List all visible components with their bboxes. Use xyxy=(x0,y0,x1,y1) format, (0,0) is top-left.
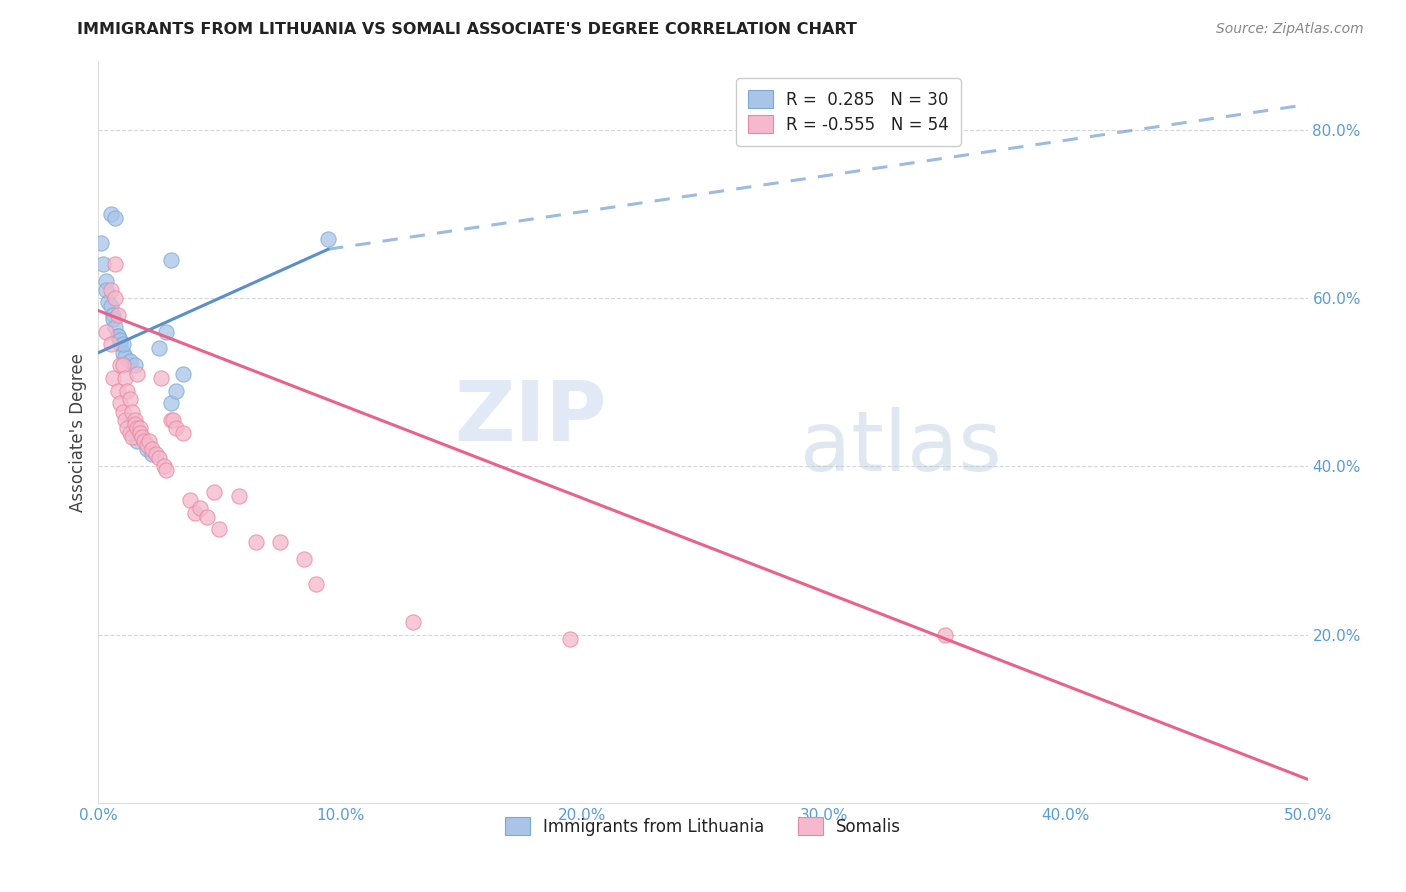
Point xyxy=(152,459,174,474)
Point xyxy=(162,413,184,427)
Point xyxy=(108,333,131,347)
Point xyxy=(97,295,120,310)
Point xyxy=(117,421,139,435)
Legend: Immigrants from Lithuania, Somalis: Immigrants from Lithuania, Somalis xyxy=(498,811,908,843)
Point xyxy=(292,551,315,566)
Point xyxy=(101,308,124,322)
Point xyxy=(179,492,201,507)
Point xyxy=(155,325,177,339)
Point xyxy=(148,450,170,465)
Point xyxy=(104,257,127,271)
Point xyxy=(121,430,143,444)
Y-axis label: Associate's Degree: Associate's Degree xyxy=(69,353,87,512)
Point xyxy=(124,359,146,373)
Point xyxy=(165,384,187,398)
Point xyxy=(107,329,129,343)
Point xyxy=(118,392,141,406)
Point xyxy=(150,371,173,385)
Point xyxy=(558,632,581,646)
Point xyxy=(118,425,141,440)
Point xyxy=(135,438,157,452)
Point xyxy=(91,257,114,271)
Point xyxy=(118,354,141,368)
Point xyxy=(121,404,143,418)
Point xyxy=(204,484,226,499)
Point xyxy=(141,447,163,461)
Point xyxy=(114,413,136,427)
Text: ZIP: ZIP xyxy=(454,377,606,458)
Point xyxy=(188,501,211,516)
Point xyxy=(128,421,150,435)
Point xyxy=(316,232,339,246)
Point xyxy=(402,615,425,629)
Point xyxy=(111,359,134,373)
Point xyxy=(100,337,122,351)
Point xyxy=(160,413,183,427)
Point xyxy=(104,211,127,225)
Point xyxy=(138,434,160,448)
Point xyxy=(114,350,136,364)
Text: atlas: atlas xyxy=(800,407,1001,488)
Point xyxy=(101,371,124,385)
Point xyxy=(135,442,157,457)
Point xyxy=(107,329,129,343)
Point xyxy=(127,367,149,381)
Point xyxy=(111,337,134,351)
Point xyxy=(305,577,328,591)
Point xyxy=(145,447,167,461)
Point xyxy=(108,396,131,410)
Point xyxy=(100,300,122,314)
Point xyxy=(90,236,112,251)
Point xyxy=(107,384,129,398)
Point xyxy=(108,359,131,373)
Text: Source: ZipAtlas.com: Source: ZipAtlas.com xyxy=(1216,22,1364,37)
Point xyxy=(184,506,207,520)
Point xyxy=(94,274,117,288)
Point xyxy=(111,345,134,359)
Point xyxy=(117,384,139,398)
Point xyxy=(195,509,218,524)
Point xyxy=(101,312,124,326)
Point xyxy=(128,425,150,440)
Point xyxy=(160,396,183,410)
Point xyxy=(208,522,231,536)
Point xyxy=(127,421,149,435)
Point xyxy=(160,253,183,268)
Point xyxy=(104,320,127,334)
Point xyxy=(269,535,291,549)
Point xyxy=(245,535,267,549)
Point xyxy=(107,308,129,322)
Point xyxy=(165,421,187,435)
Point xyxy=(111,404,134,418)
Point xyxy=(124,413,146,427)
Point xyxy=(148,342,170,356)
Point xyxy=(228,489,250,503)
Point xyxy=(108,337,131,351)
Point xyxy=(172,425,194,440)
Point xyxy=(114,371,136,385)
Point xyxy=(100,207,122,221)
Point xyxy=(94,283,117,297)
Point xyxy=(124,417,146,432)
Point xyxy=(100,283,122,297)
Point xyxy=(172,367,194,381)
Point xyxy=(104,291,127,305)
Point xyxy=(131,430,153,444)
Point xyxy=(155,463,177,477)
Text: IMMIGRANTS FROM LITHUANIA VS SOMALI ASSOCIATE'S DEGREE CORRELATION CHART: IMMIGRANTS FROM LITHUANIA VS SOMALI ASSO… xyxy=(77,22,858,37)
Point xyxy=(934,627,956,641)
Point xyxy=(127,434,149,448)
Point xyxy=(94,325,117,339)
Point xyxy=(141,442,163,457)
Point xyxy=(134,434,156,448)
